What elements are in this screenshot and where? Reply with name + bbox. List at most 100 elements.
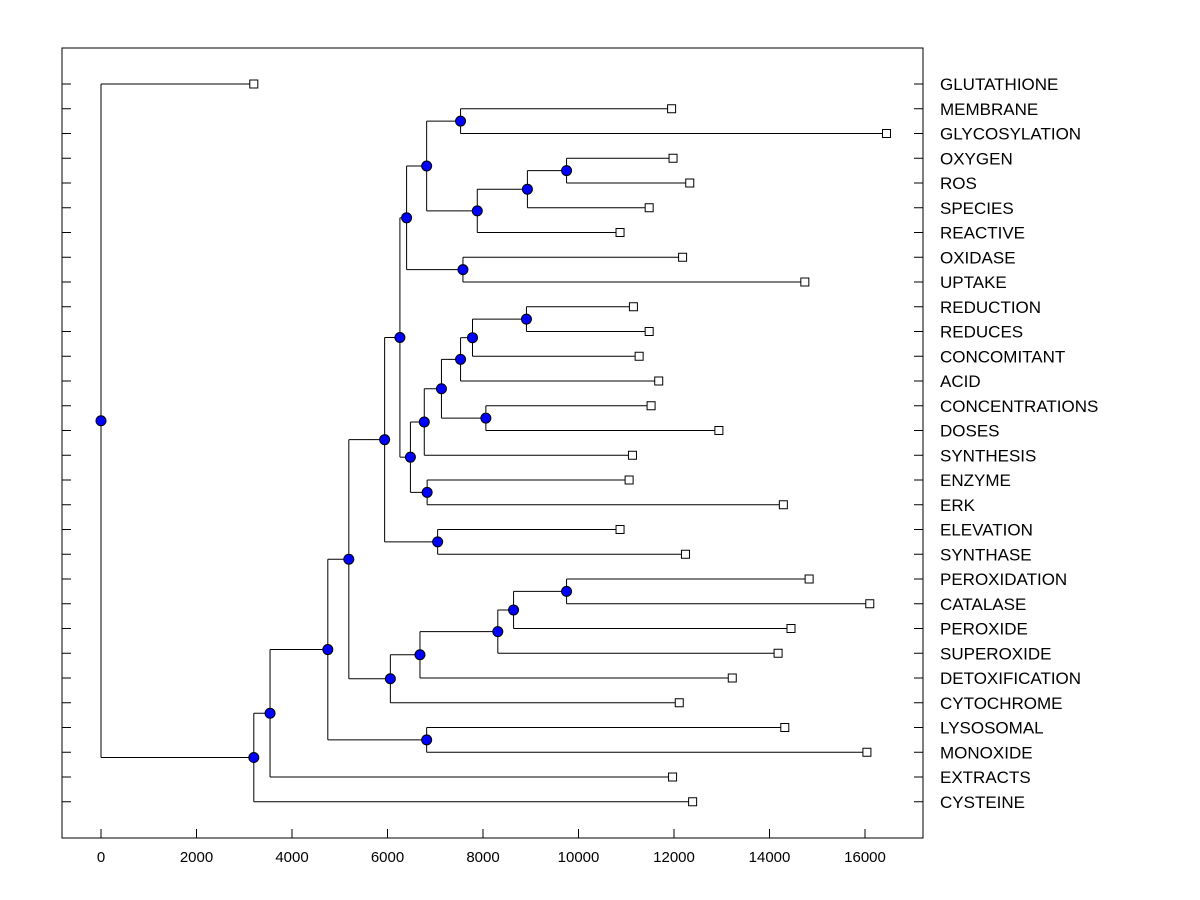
- leaf-label: ERK: [940, 496, 976, 515]
- cluster-node: [421, 486, 433, 498]
- leaf-label: SPECIES: [940, 199, 1014, 218]
- leaf-marker: [634, 351, 644, 361]
- leaf-labels: GLUTATHIONE MEMBRANE GLYCOSYLATION OXYGEN RO…: [940, 75, 1098, 812]
- leaf-marker: [646, 401, 656, 411]
- leaf-marker: [627, 450, 637, 460]
- leaf-label: ENZYME: [940, 471, 1011, 490]
- leaf-marker: [668, 153, 678, 163]
- leaf-marker: [615, 525, 625, 534]
- leaf-marker: [624, 475, 634, 485]
- cluster-node: [322, 644, 334, 656]
- leaf-label: LYSOSOMAL: [940, 719, 1044, 738]
- leaf-label: REDUCTION: [940, 298, 1041, 317]
- cluster-node: [379, 434, 391, 446]
- leaf-marker: [680, 549, 690, 559]
- leaf-marker: [780, 723, 790, 732]
- leaf-label: SUPEROXIDE: [940, 644, 1051, 663]
- leaf-label: CONCENTRATIONS: [940, 397, 1098, 416]
- cluster-node: [520, 313, 532, 325]
- leaf-label: CYSTEINE: [940, 793, 1025, 812]
- leaf-marker: [727, 673, 737, 683]
- cluster-node: [508, 604, 520, 616]
- leaf-marker: [668, 772, 678, 782]
- cluster-node: [466, 332, 478, 344]
- leaf-marker: [804, 574, 814, 584]
- leaf-marker: [615, 228, 625, 237]
- cluster-node: [480, 412, 492, 424]
- leaf-marker: [685, 178, 695, 188]
- leaf-label: PEROXIDE: [940, 620, 1028, 639]
- leaf-label: OXYGEN: [940, 149, 1013, 168]
- x-tick-label: 12000: [653, 849, 695, 866]
- leaf-marker: [644, 203, 654, 213]
- leaf-label: REACTIVE: [940, 224, 1025, 243]
- cluster-node: [401, 212, 413, 224]
- cluster-node: [421, 160, 433, 172]
- leaf-marker: [865, 599, 875, 609]
- x-tick-label: 10000: [558, 849, 600, 866]
- cluster-nodes: [95, 115, 573, 764]
- cluster-node: [471, 205, 483, 217]
- leaf-marker: [773, 648, 783, 658]
- cluster-node: [248, 752, 260, 764]
- leaf-marker: [674, 698, 684, 708]
- branch-lines: [100, 83, 887, 803]
- leaf-markers: [249, 79, 891, 807]
- x-tick-label: 16000: [844, 849, 886, 866]
- leaf-marker: [862, 747, 872, 757]
- x-tick-label: 8000: [466, 849, 499, 866]
- leaf-marker: [800, 277, 810, 287]
- leaf-marker: [654, 376, 664, 386]
- leaf-marker: [778, 500, 788, 510]
- cluster-node: [432, 536, 444, 548]
- leaf-label: CYTOCHROME: [940, 694, 1062, 713]
- leaf-label: SYNTHESIS: [940, 446, 1036, 465]
- leaf-marker: [644, 327, 654, 336]
- cluster-node: [421, 734, 433, 746]
- cluster-node: [394, 331, 406, 343]
- x-axis: 0 2000 4000 6000 8000 10000 12000 14000 16000: [97, 829, 886, 866]
- leaf-label: CATALASE: [940, 595, 1026, 614]
- cluster-node: [414, 649, 426, 661]
- leaf-label: REDUCES: [940, 323, 1023, 342]
- leaf-marker: [688, 797, 698, 807]
- cluster-node: [418, 416, 430, 428]
- leaf-label: GLUTATHIONE: [940, 75, 1058, 94]
- x-tick-label: 4000: [275, 849, 308, 866]
- leaf-label: CONCOMITANT: [940, 347, 1065, 366]
- cluster-node: [95, 415, 107, 427]
- cluster-node: [264, 707, 276, 719]
- cluster-node: [404, 451, 416, 463]
- leaf-marker: [628, 302, 638, 312]
- leaf-marker: [786, 624, 796, 633]
- cluster-node: [457, 264, 469, 276]
- cluster-node: [561, 165, 573, 177]
- leaf-label: UPTAKE: [940, 273, 1007, 292]
- leaf-marker: [667, 104, 677, 114]
- leaf-label: MEMBRANE: [940, 100, 1038, 119]
- leaf-marker: [714, 426, 724, 435]
- leaf-label: OXIDASE: [940, 248, 1016, 267]
- leaf-label: SYNTHASE: [940, 545, 1032, 564]
- plot-frame: [61, 47, 924, 839]
- leaf-label: PEROXIDATION: [940, 570, 1067, 589]
- x-tick-label: 0: [97, 849, 105, 866]
- leaf-label: ROS: [940, 174, 977, 193]
- leaf-label: ELEVATION: [940, 521, 1033, 540]
- leaf-marker: [249, 79, 259, 89]
- cluster-node: [435, 383, 447, 395]
- leaf-label: ACID: [940, 372, 981, 391]
- leaf-label: EXTRACTS: [940, 768, 1031, 787]
- cluster-node: [492, 626, 504, 638]
- cluster-node: [384, 673, 396, 685]
- leaf-marker: [881, 129, 891, 138]
- x-tick-label: 2000: [180, 849, 213, 866]
- y-ticks: [62, 83, 923, 803]
- x-tick-label: 14000: [749, 849, 791, 866]
- cluster-node: [561, 585, 573, 597]
- cluster-node: [455, 353, 467, 365]
- cluster-node: [521, 183, 533, 195]
- cluster-node: [455, 115, 467, 127]
- leaf-label: DOSES: [940, 422, 1000, 441]
